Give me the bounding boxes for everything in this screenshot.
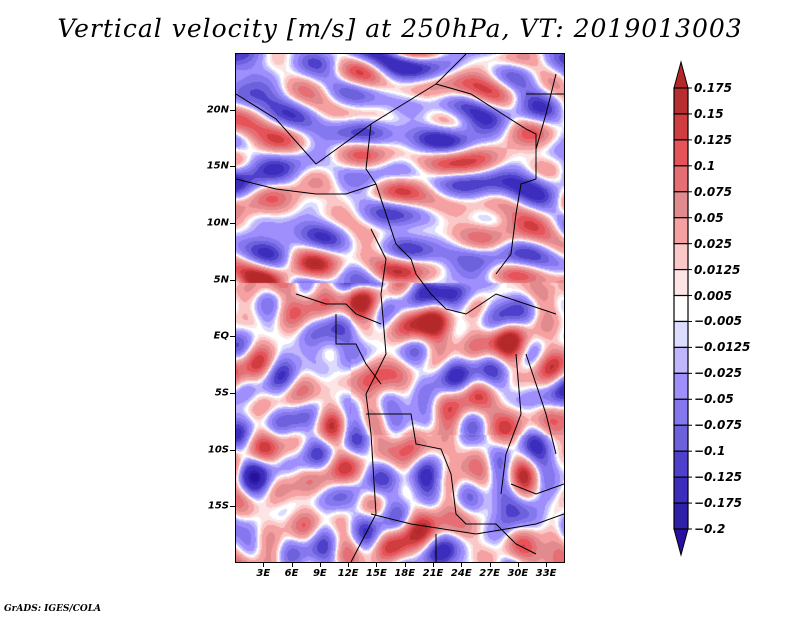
lon-tick [319,563,321,567]
lon-tick-label: 30E [507,568,529,579]
colorbar-bin [673,165,689,193]
colorbar-label: −0.0125 [694,340,751,355]
lat-tick [230,449,235,451]
colorbar-min-arrow [673,528,689,557]
colorbar-label: 0.075 [694,184,732,199]
country-border [435,83,537,275]
lon-tick-label: 15E [366,568,387,579]
colorbar-bin [673,424,689,452]
colorbar-bin [673,320,689,349]
lon-tick [489,563,491,567]
lat-tick [230,506,235,508]
colorbar-label: −0.05 [694,392,734,407]
colorbar-label: 0.175 [694,81,732,95]
country-border [510,483,564,495]
colorbar-bin [673,346,689,374]
country-border [445,293,557,315]
country-border [500,353,522,495]
lon-tick [517,563,519,567]
vertical-velocity-field [236,54,564,562]
colorbar-label: 0.1 [694,158,716,173]
colorbar-bin [673,113,689,141]
country-border [236,54,467,165]
lat-tick-label: 20N [206,104,229,116]
lon-tick-label: 27E [479,568,500,579]
colorbar-label: 0.125 [694,132,732,147]
lon-tick [291,563,293,567]
lon-tick [376,563,378,567]
lon-tick-label: 6E [284,568,299,579]
colorbar-label: 0.025 [694,236,732,251]
colorbar-label: −0.025 [694,366,743,381]
country-border [366,413,537,555]
colorbar-bin [673,372,689,400]
colorbar-bin [673,268,689,297]
colorbar-bin [673,191,689,219]
country-border [365,123,447,310]
lon-tick [546,563,548,567]
lon-tick [263,563,265,567]
lon-tick-label: 21E [422,568,444,579]
lat-tick-label: 5N [213,274,229,286]
lat-tick [230,223,235,224]
country-border [335,314,382,385]
colorbar-bin [673,87,689,115]
lon-tick [348,563,350,567]
country-border [236,178,377,195]
colorbar-label: −0.1 [694,444,726,459]
chart-title: Vertical velocity [m/s] at 250hPa, VT: 2… [57,14,743,43]
colorbar-bin [673,243,689,271]
colorbar-max-arrow [673,60,689,89]
lat-tick [230,279,235,281]
colorbar-label: −0.075 [694,418,743,433]
country-border [295,293,382,325]
lat-tick-label: EQ [213,330,229,342]
lon-tick-label: 18E [394,568,416,579]
lat-tick-label: 5S [214,387,229,399]
colorbar-bin [673,398,689,426]
lon-tick [433,563,434,567]
map-panel [235,53,565,563]
lat-tick [230,109,235,111]
grads-credit: GrADS: IGES/COLA [4,604,102,614]
lat-tick-label: 15S [207,500,229,512]
colorbar-label: −0.125 [694,470,743,485]
colorbar-label: −0.005 [694,314,743,329]
colorbar-label: 0.005 [694,288,732,303]
lat-tick-label: 10S [207,444,229,456]
lat-tick [230,166,235,168]
colorbar-bin [673,139,689,167]
colorbar-label: −0.175 [694,496,743,511]
country-border [525,353,557,455]
colorbar-bin [673,294,689,323]
country-border [370,513,564,535]
colorbar-bin [673,502,689,530]
lon-tick-label: 24E [450,568,472,579]
lat-tick-label: 15N [206,160,229,172]
lat-tick-label: 10N [206,217,229,229]
lat-tick [230,336,235,338]
lon-tick-label: 12E [337,568,359,579]
country-border [535,73,557,150]
lon-tick [404,563,406,567]
lon-tick-label: 9E [312,568,327,579]
country-border [370,228,387,295]
colorbar-label: −0.2 [694,522,726,536]
colorbar-bin [673,217,689,245]
lon-tick [461,563,463,567]
lon-tick-label: 33E [535,568,557,579]
lat-tick [230,393,235,394]
colorbar-bin [673,476,689,504]
colorbar-label: 0.0125 [694,262,741,277]
lon-tick-label: 3E [256,568,271,579]
colorbar-bin [673,450,689,478]
colorbar-label: 0.15 [694,106,724,121]
country-borders [236,54,564,562]
colorbar-label: 0.05 [694,210,724,225]
